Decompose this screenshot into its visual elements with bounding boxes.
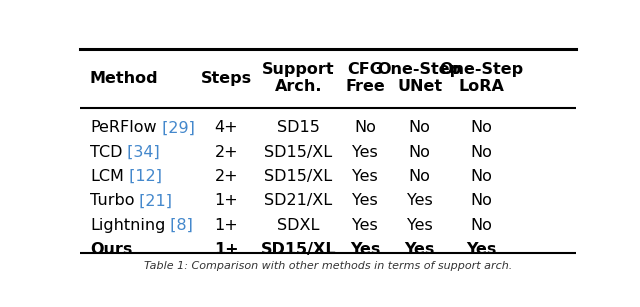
Text: No: No — [471, 145, 493, 160]
Text: Method: Method — [90, 71, 159, 86]
Text: [21]: [21] — [134, 193, 172, 208]
Text: Yes: Yes — [404, 242, 435, 257]
Text: No: No — [409, 120, 431, 135]
Text: Support
Arch.: Support Arch. — [262, 62, 335, 95]
Text: SD15/XL: SD15/XL — [264, 169, 332, 184]
Text: Lightning: Lightning — [90, 218, 165, 233]
Text: No: No — [471, 193, 493, 208]
Text: Ours: Ours — [90, 242, 132, 257]
Text: Steps: Steps — [201, 71, 252, 86]
Text: Yes: Yes — [353, 193, 378, 208]
Text: 4+: 4+ — [214, 120, 238, 135]
Text: SD15/XL: SD15/XL — [264, 145, 332, 160]
Text: SD15/XL: SD15/XL — [260, 242, 336, 257]
Text: [34]: [34] — [122, 145, 160, 160]
Text: Yes: Yes — [353, 218, 378, 233]
Text: 1+: 1+ — [214, 193, 238, 208]
Text: SD15: SD15 — [277, 120, 319, 135]
Text: [12]: [12] — [124, 169, 162, 184]
Text: CFG
Free: CFG Free — [346, 62, 385, 95]
Text: 1+: 1+ — [214, 218, 238, 233]
Text: PeRFlow: PeRFlow — [90, 120, 157, 135]
Text: [29]: [29] — [157, 120, 195, 135]
Text: Yes: Yes — [407, 218, 433, 233]
Text: TCD: TCD — [90, 145, 122, 160]
Text: Yes: Yes — [467, 242, 497, 257]
Text: 2+: 2+ — [214, 169, 238, 184]
Text: Yes: Yes — [407, 193, 433, 208]
Text: One-Step
UNet: One-Step UNet — [378, 62, 462, 95]
Text: [8]: [8] — [165, 218, 193, 233]
Text: LCM: LCM — [90, 169, 124, 184]
Text: No: No — [471, 218, 493, 233]
Text: 1+: 1+ — [214, 242, 239, 257]
Text: Yes: Yes — [350, 242, 380, 257]
Text: No: No — [409, 145, 431, 160]
Text: No: No — [409, 169, 431, 184]
Text: No: No — [355, 120, 376, 135]
Text: SDXL: SDXL — [277, 218, 319, 233]
Text: Yes: Yes — [353, 145, 378, 160]
Text: 2+: 2+ — [214, 145, 238, 160]
Text: Turbo: Turbo — [90, 193, 134, 208]
Text: No: No — [471, 120, 493, 135]
Text: One-Step
LoRA: One-Step LoRA — [440, 62, 524, 95]
Text: Yes: Yes — [353, 169, 378, 184]
Text: SD21/XL: SD21/XL — [264, 193, 332, 208]
Text: Table 1: Comparison with other methods in terms of support arch.: Table 1: Comparison with other methods i… — [144, 261, 512, 271]
Text: No: No — [471, 169, 493, 184]
